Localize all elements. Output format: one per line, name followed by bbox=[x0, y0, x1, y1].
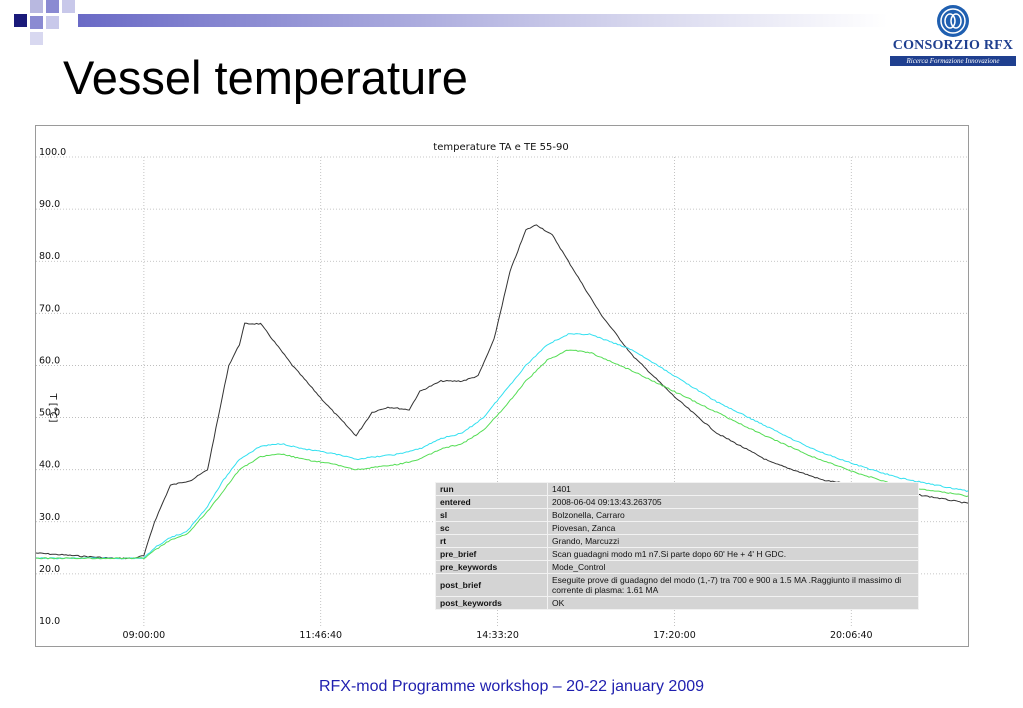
info-value: OK bbox=[547, 596, 919, 610]
info-key: post_keywords bbox=[435, 596, 548, 610]
x-tick-label: 20:06:40 bbox=[830, 630, 873, 641]
info-key: post_brief bbox=[435, 573, 548, 597]
header-decoration bbox=[0, 0, 1023, 50]
info-key: entered bbox=[435, 495, 548, 509]
temperature-chart: temperature TA e TE 55-90 10.0 20.0 30.0 40… bbox=[35, 142, 1015, 641]
shot-info-table: run 1401 entered 2008-06-04 09:13:43.263705… bbox=[435, 482, 919, 610]
x-tick-label: 11:46:40 bbox=[299, 630, 342, 641]
info-row-post_keywords: post_keywords OK bbox=[435, 596, 919, 610]
x-tick-label: 09:00:00 bbox=[123, 630, 166, 641]
info-key: run bbox=[435, 482, 548, 496]
info-row-post_brief: post_brief Eseguite prove di guadagno del… bbox=[435, 573, 919, 597]
info-key: rt bbox=[435, 534, 548, 548]
info-row-entered: entered 2008-06-04 09:13:43.263705 bbox=[435, 495, 919, 509]
x-tick-label: 17:20:00 bbox=[653, 630, 696, 641]
info-value: 2008-06-04 09:13:43.263705 bbox=[547, 495, 919, 509]
info-value: Scan guadagni modo m1 n7.Si parte dopo 6… bbox=[547, 547, 919, 561]
y-tick-label: 60.0 bbox=[39, 355, 60, 366]
logo-subtitle: Ricerca Formazione Innovazione bbox=[890, 56, 1016, 66]
info-value: Bolzonella, Carraro bbox=[547, 508, 919, 522]
info-row-pre_keywords: pre_keywords Mode_Control bbox=[435, 560, 919, 574]
y-tick-label: 30.0 bbox=[39, 512, 60, 523]
info-key: sc bbox=[435, 521, 548, 535]
info-row-sc: sc Piovesan, Zanca bbox=[435, 521, 919, 535]
y-tick-label: 80.0 bbox=[39, 251, 60, 262]
x-tick-label: 14:33:20 bbox=[476, 630, 519, 641]
y-tick-label: 100.0 bbox=[39, 147, 66, 158]
y-tick-label: 10.0 bbox=[39, 616, 60, 627]
info-value: Mode_Control bbox=[547, 560, 919, 574]
info-row-pre_brief: pre_brief Scan guadagni modo m1 n7.Si par… bbox=[435, 547, 919, 561]
logo-emblem-icon bbox=[937, 5, 969, 37]
y-tick-label: 90.0 bbox=[39, 199, 60, 210]
y-tick-label: 70.0 bbox=[39, 303, 60, 314]
series-line-3 bbox=[35, 349, 1015, 560]
info-value: Eseguite prove di guadagno del modo (1,-… bbox=[547, 573, 919, 597]
consorzio-rfx-logo: CONSORZIO RFX Ricerca Formazione Innovaz… bbox=[888, 3, 1018, 67]
slide-footer: RFX-mod Programme workshop – 20-22 janua… bbox=[318, 678, 705, 695]
y-tick-label: 50.0 bbox=[39, 408, 60, 419]
info-key: pre_keywords bbox=[435, 560, 548, 574]
y-tick-label: 20.0 bbox=[39, 564, 60, 575]
info-value: 1401 bbox=[547, 482, 919, 496]
y-axis-label: T [°C] bbox=[47, 392, 58, 422]
chart-title: temperature TA e TE 55-90 bbox=[433, 142, 568, 153]
info-value: Grando, Marcuzzi bbox=[547, 534, 919, 548]
series-line-2 bbox=[35, 333, 1015, 560]
info-key: sl bbox=[435, 508, 548, 522]
info-row-sl: sl Bolzonella, Carraro bbox=[435, 508, 919, 522]
info-value: Piovesan, Zanca bbox=[547, 521, 919, 535]
info-row-run: run 1401 bbox=[435, 482, 919, 496]
info-row-rt: rt Grando, Marcuzzi bbox=[435, 534, 919, 548]
logo-text: CONSORZIO RFX bbox=[892, 38, 1014, 53]
y-tick-label: 40.0 bbox=[39, 460, 60, 471]
info-key: pre_brief bbox=[435, 547, 548, 561]
slide-title: Vessel temperature bbox=[63, 51, 468, 104]
